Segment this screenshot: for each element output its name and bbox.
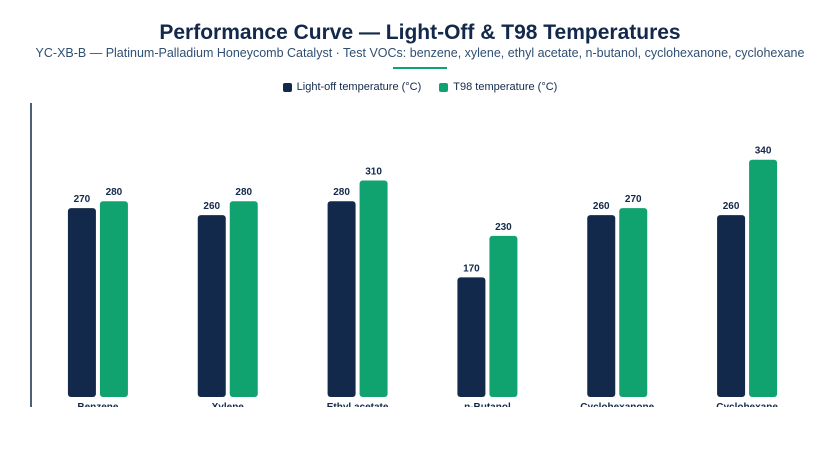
data-label: 260 bbox=[593, 201, 610, 212]
data-label: 270 bbox=[625, 194, 642, 205]
title-accent-rule bbox=[393, 67, 447, 69]
plot-bottom-mask bbox=[0, 407, 840, 450]
bar-light-off-xylene bbox=[197, 215, 226, 397]
legend-label-light-off: Light-off temperature (°C) bbox=[296, 81, 422, 93]
bar-t98-benzene bbox=[99, 201, 128, 397]
data-label: 230 bbox=[495, 222, 512, 233]
bar-t98-ethyl-acetate bbox=[359, 180, 388, 397]
legend-item-t98: T98 temperature (°C) bbox=[439, 81, 557, 93]
bar-t98-cyclohexane bbox=[749, 159, 778, 397]
legend-item-light-off: Light-off temperature (°C) bbox=[282, 81, 422, 93]
legend-label-t98: T98 temperature (°C) bbox=[453, 81, 558, 93]
bar-t98-xylene bbox=[229, 201, 258, 397]
data-label: 280 bbox=[333, 187, 350, 198]
bar-light-off-ethyl-acetate bbox=[327, 201, 356, 397]
data-label: 280 bbox=[235, 187, 252, 198]
legend-swatch-t98 bbox=[439, 82, 449, 92]
data-label: 310 bbox=[365, 166, 382, 177]
chart-legend: Light-off temperature (°C) T98 temperatu… bbox=[0, 81, 840, 93]
legend-swatch-light-off bbox=[282, 82, 292, 92]
bar-light-off-cyclohexane bbox=[717, 215, 746, 397]
chart-subtitle: YC-XB-B — Platinum-Palladium Honeycomb C… bbox=[35, 46, 805, 60]
bar-t98-cyclohexanone bbox=[619, 208, 648, 397]
data-label: 340 bbox=[755, 146, 772, 157]
chart-title: Performance Curve — Light-Off & T98 Temp… bbox=[159, 21, 681, 44]
bar-light-off-n-butanol bbox=[457, 277, 486, 397]
data-label: 260 bbox=[203, 201, 220, 212]
bar-light-off-benzene bbox=[67, 208, 96, 397]
data-label: 280 bbox=[106, 187, 123, 198]
data-label: 270 bbox=[74, 194, 91, 205]
bar-light-off-cyclohexanone bbox=[587, 215, 616, 397]
bar-t98-n-butanol bbox=[489, 235, 518, 397]
data-label: 260 bbox=[723, 201, 740, 212]
data-label: 170 bbox=[463, 263, 480, 274]
